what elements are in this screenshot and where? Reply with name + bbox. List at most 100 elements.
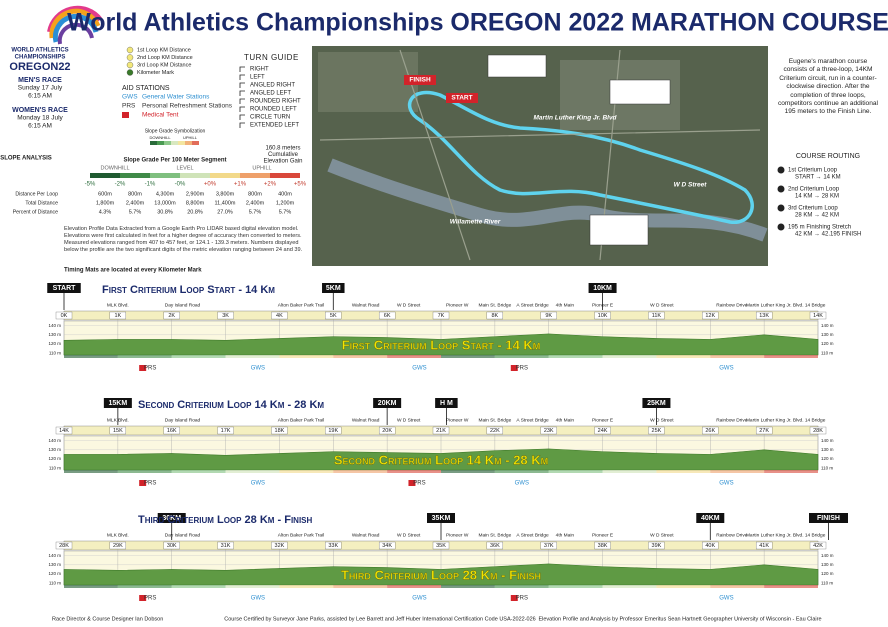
y-tick-label: 120 m [821, 571, 834, 576]
race-date: Monday 18 July [17, 115, 63, 122]
landmark: A Street Bridge [516, 532, 549, 538]
logo-arc [49, 8, 101, 39]
logo-mark [47, 5, 103, 45]
slope-strip [171, 470, 226, 473]
turn-guide-item: EXTENDED LEFT [250, 123, 299, 129]
landmark: Main St. Bridge [478, 417, 511, 423]
km-label: 5K [330, 313, 337, 319]
slope-strip [171, 355, 226, 358]
km-label-box [271, 311, 288, 320]
km-label-box [702, 311, 719, 320]
km-label-box [55, 426, 73, 435]
km-label: 3K [222, 313, 229, 319]
slope-swatch [171, 141, 178, 145]
map-label: Martin Luther King Jr. Blvd [533, 115, 617, 122]
aid-label: PRS [413, 481, 425, 487]
y-tick-label: 140 m [821, 438, 834, 443]
y-tick-label: 140 m [48, 323, 61, 328]
slope-row-label: Total Distance [25, 200, 58, 206]
slope-cell: 2,900m [186, 191, 205, 197]
slope-cell: 4,300m [156, 191, 175, 197]
km-label-box [755, 541, 773, 550]
slope-cell: 800m [128, 191, 142, 197]
course-route [407, 90, 754, 224]
slope-bar [180, 173, 210, 178]
landmark: Martin Luther King Jr. Blvd. 14 Bridge [746, 302, 826, 308]
slope-strip [602, 355, 657, 358]
landmark: Martin Luther King Jr. Blvd. 14 Bridge [746, 532, 826, 538]
slope-cell: 2,400m [126, 200, 145, 206]
km-marker-box [427, 513, 455, 523]
profile-title-inner: Second Criterium Loop 14 Km - 28 Km [334, 452, 548, 467]
routing-range: 28 KM → 42 KM [795, 213, 839, 219]
slope-grade: +5% [294, 182, 307, 188]
km-label-box [486, 311, 504, 320]
landmark: Day Island Road [165, 417, 201, 423]
slope-note: Elevation Profile Data Extracted from a … [64, 226, 303, 253]
map-block [318, 52, 418, 112]
km-label: 11K [652, 313, 662, 319]
slope-strip [64, 470, 118, 473]
slope-strip [656, 585, 711, 588]
km-label-box [325, 426, 342, 435]
km-label-box [163, 311, 180, 320]
km-label: 15K [113, 428, 123, 434]
km-label-box [540, 541, 557, 550]
landmark: 4th Main [556, 302, 575, 308]
landmark: W D Street [650, 417, 674, 423]
slope-cell: 13,000m [154, 200, 176, 206]
course-description: Eugene's marathon course consists of a t… [777, 58, 879, 116]
landmark: W D Street [650, 532, 674, 538]
km-marker-box [47, 283, 81, 293]
slope-bar [90, 173, 120, 178]
km-label: 26K [705, 428, 715, 434]
turn-guide-item: LEFT [250, 75, 265, 81]
slope-grade: -2% [115, 182, 126, 188]
y-tick-label: 110 m [821, 580, 833, 585]
y-tick-label: 130 m [821, 447, 834, 452]
y-tick-label: 120 m [821, 456, 834, 461]
km-label-box [540, 311, 557, 320]
turn-guide-item: ROUNDED LEFT [250, 107, 297, 113]
slope-strip [602, 585, 657, 588]
slope-group: DOWNHILL [149, 135, 171, 140]
landmark: 4th Main [556, 417, 575, 423]
km-label-box [809, 426, 827, 435]
turn-guide-item: RIGHT [250, 67, 269, 73]
landmark: Walnut Road [352, 532, 380, 538]
slope-group: UPHILL [252, 165, 271, 171]
y-tick-label: 110 m [821, 465, 833, 470]
slope-grade: +1% [234, 182, 247, 188]
map-label: START [451, 95, 472, 102]
slope-swatch [164, 141, 171, 145]
slope-group: DOWNHILL [100, 165, 129, 171]
y-tick-label: 110 m [49, 580, 61, 585]
turn-icon [239, 90, 245, 96]
landmark: A Street Bridge [516, 302, 549, 308]
aid-code: PRS [122, 103, 136, 110]
slope-strip [279, 355, 334, 358]
y-tick-label: 110 m [821, 350, 833, 355]
km-label: 34K [382, 543, 392, 549]
km-marker-box [809, 513, 849, 523]
landmark: Pioneer E [592, 417, 613, 423]
landmark: Alton Baker Park Trail [278, 532, 324, 538]
km-label-box [109, 426, 127, 435]
slope-symbolization: Slope Grade Symbolization [145, 128, 206, 134]
map-label-box [404, 75, 436, 85]
slope-bar [270, 173, 300, 178]
routing-name: 3rd Criterium Loop [788, 206, 838, 212]
km-label-box [755, 426, 773, 435]
landmark: Main St. Bridge [478, 532, 511, 538]
aid-label: Medical Tent [142, 112, 179, 119]
km-label: 8K [491, 313, 498, 319]
footer-credit: Race Director & Course Designer Ian Dobs… [52, 616, 163, 622]
slope-strip [64, 355, 118, 358]
km-label: 28K [813, 428, 823, 434]
slope-strip [548, 585, 603, 588]
aid-title: AID STATIONS [122, 85, 170, 92]
map-label: W D Street [674, 182, 708, 189]
legend-symbol [126, 61, 134, 69]
legend-label: 2nd Loop KM Distance [137, 55, 193, 61]
